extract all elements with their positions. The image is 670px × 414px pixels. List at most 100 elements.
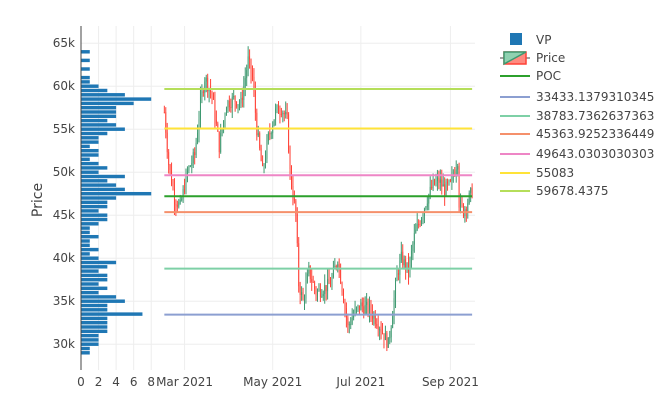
price-candle — [406, 262, 408, 273]
candle-body — [275, 108, 277, 120]
price-candle — [249, 49, 251, 69]
candle-body — [399, 260, 401, 275]
price-candle — [270, 131, 272, 140]
candle-body — [438, 177, 440, 183]
price-candle — [389, 330, 391, 345]
candle-body — [304, 298, 305, 300]
vp-bar — [81, 273, 108, 278]
candle-body — [345, 308, 347, 318]
legend-item-level-5[interactable]: 55083 — [500, 166, 574, 180]
candle-body — [436, 177, 438, 182]
candle-body — [197, 132, 199, 143]
price-candle — [296, 207, 298, 247]
price-candle — [251, 65, 253, 82]
price-candle — [423, 207, 425, 224]
vp-bar — [81, 295, 117, 299]
price-candle — [243, 76, 245, 108]
price-candle — [230, 98, 232, 113]
candle-body — [350, 323, 352, 325]
candle-body — [418, 224, 420, 226]
price-candle — [324, 274, 326, 304]
legend-item-poc[interactable]: POC — [500, 69, 561, 83]
price-candle — [292, 175, 294, 206]
candle-body — [382, 332, 383, 334]
candle-body — [227, 100, 229, 109]
legend-item-level-1[interactable]: 33433.1379310345 — [500, 90, 654, 104]
vp-bar — [81, 282, 99, 286]
candle-body — [366, 301, 368, 305]
candle-body — [236, 101, 238, 107]
price-candle — [275, 103, 277, 126]
legend-item-price[interactable]: Price — [500, 51, 565, 66]
legend-item-level-2[interactable]: 38783.7362637363 — [500, 109, 654, 123]
candle-body — [276, 105, 278, 109]
price-candle — [418, 219, 420, 229]
candle-body — [457, 166, 459, 170]
price-candle — [447, 178, 449, 191]
candle-body — [283, 113, 285, 115]
price-candle — [390, 325, 392, 343]
price-candle — [361, 297, 363, 313]
vp-bar — [81, 260, 117, 265]
vp-bar — [81, 351, 90, 355]
price-candle — [431, 179, 433, 190]
candle-body — [179, 199, 181, 203]
legend-item-level-6[interactable]: 59678.4375 — [500, 184, 609, 198]
candle-body — [419, 224, 421, 226]
candle-body — [198, 119, 200, 133]
candle-body — [279, 113, 281, 115]
candle-body — [204, 81, 206, 93]
candle-body — [194, 152, 196, 156]
vp-tick-label: 4 — [112, 375, 120, 389]
vp-bar — [81, 114, 117, 119]
vp-bar — [81, 239, 90, 243]
grid-layer — [81, 26, 475, 370]
candle-body — [185, 173, 187, 192]
vp-bar — [81, 226, 90, 230]
price-candle — [383, 333, 385, 349]
price-candle — [421, 216, 423, 226]
price-candle — [207, 73, 209, 98]
candle-body — [247, 56, 249, 71]
legend-item-level-4[interactable]: 49643.0303030303 — [500, 147, 654, 161]
candle-body — [367, 301, 369, 313]
price-candle — [223, 120, 225, 134]
price-candle — [438, 170, 440, 190]
legend-item-level-3[interactable]: 45363.9252336449 — [500, 127, 654, 141]
candle-body — [344, 302, 346, 309]
price-candle — [302, 287, 304, 301]
price-candle — [340, 263, 342, 285]
vp-tick-label: 8 — [147, 375, 155, 389]
candle-body — [259, 133, 261, 149]
candle-body — [451, 175, 453, 181]
vp-bar — [81, 170, 99, 174]
candle-body — [334, 266, 336, 268]
price-candle — [400, 241, 402, 263]
legend[interactable]: VP Price POC 33433.1379310345 38783.7362… — [500, 33, 654, 198]
vp-bar — [81, 50, 90, 54]
vp-bar — [81, 277, 108, 282]
vp-bar — [81, 88, 108, 93]
price-candle — [289, 145, 291, 180]
vp-bar — [81, 342, 99, 346]
candle-body — [332, 267, 334, 278]
candle-body — [256, 112, 258, 136]
price-candle — [318, 283, 320, 292]
vp-bar — [81, 217, 108, 222]
candle-body — [376, 324, 378, 327]
legend-item-vp[interactable]: VP — [510, 33, 551, 47]
vp-bar — [81, 105, 117, 110]
candle-body — [175, 204, 177, 206]
price-candle — [214, 91, 216, 128]
price-candle — [387, 337, 389, 349]
candle-body — [265, 158, 266, 166]
candle-body — [166, 132, 168, 153]
vp-bar — [81, 320, 108, 325]
candle-body — [191, 163, 193, 167]
level-lines — [164, 87, 473, 316]
price-candle — [393, 290, 395, 325]
price-candle — [184, 178, 186, 195]
candle-body — [386, 332, 388, 348]
vp-bar — [81, 290, 99, 295]
